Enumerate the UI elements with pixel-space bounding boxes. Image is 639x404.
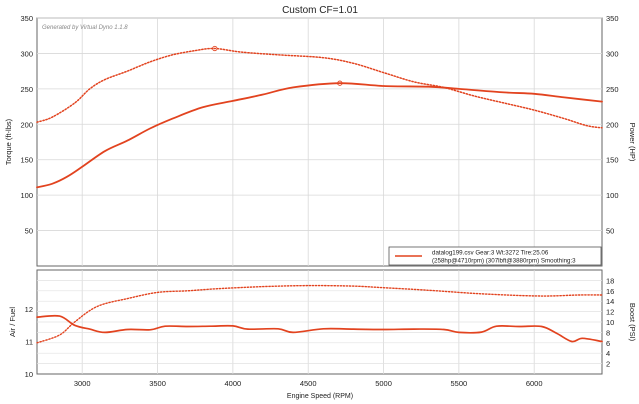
boost-axis-label: Boost (PSI)	[628, 303, 637, 342]
power-tick-50: 50	[606, 227, 614, 236]
torque-tick-350: 350	[20, 14, 33, 23]
torque-tick-250: 250	[20, 85, 33, 94]
power-tick-300: 300	[606, 49, 619, 58]
watermark: Generated by Virtual Dyno 1.1.8	[42, 25, 128, 31]
boost-tick-18: 18	[606, 276, 614, 285]
torque-series-line	[36, 47, 603, 129]
boost-tick-4: 4	[606, 349, 610, 358]
power-axis-label: Power (HP)	[628, 123, 637, 162]
rpm-tick-6000: 6000	[526, 379, 543, 388]
torque-axis-label: Torque (ft-lbs)	[4, 118, 13, 165]
chart-title: Custom CF=1.01	[282, 5, 358, 16]
air-fuel-tick-10: 10	[25, 370, 33, 379]
boost-tick-2: 2	[606, 360, 610, 369]
torque-tick-150: 150	[20, 156, 33, 165]
air-fuel-tick-11: 11	[25, 338, 33, 347]
legend-box	[388, 246, 602, 266]
torque-tick-300: 300	[20, 49, 33, 58]
x-axis-label: Engine Speed (RPM)	[287, 393, 353, 400]
boost-tick-6: 6	[606, 339, 610, 348]
rpm-tick-4000: 4000	[225, 379, 242, 388]
torque-tick-100: 100	[20, 191, 33, 200]
power-series-line	[36, 82, 603, 189]
torque-tick-200: 200	[20, 120, 33, 129]
top-plot-frame	[36, 17, 603, 267]
legend-line-1: datalog199.csv Gear:3 Wt:3272 Tire:25.06	[432, 250, 549, 257]
top-y-ticks-right: 50 100 150 200 250 300 350	[606, 14, 619, 236]
top-grid	[37, 17, 602, 266]
legend-line-2: (258hp@4710rpm) (307lbft@3880rpm) Smooth…	[432, 258, 576, 265]
rpm-tick-5500: 5500	[451, 379, 468, 388]
torque-peak-marker	[212, 45, 218, 52]
boost-tick-14: 14	[606, 297, 614, 306]
bottom-y-ticks-left: 10 11 12	[25, 305, 33, 379]
top-series	[36, 45, 603, 189]
air-fuel-series-line	[36, 314, 603, 343]
power-tick-350: 350	[606, 14, 619, 23]
boost-tick-10: 10	[606, 318, 614, 327]
torque-tick-50: 50	[25, 227, 33, 236]
legend: datalog199.csv Gear:3 Wt:3272 Tire:25.06…	[388, 246, 602, 266]
boost-series-line	[36, 284, 603, 344]
top-panel: Generated by Virtual Dyno 1.1.8 50 100 150…	[4, 14, 637, 267]
bottom-grid	[37, 270, 602, 374]
rpm-tick-3000: 3000	[74, 379, 91, 388]
top-y-ticks-left: 50 100 150 200 250 300 350	[20, 14, 33, 236]
boost-tick-16: 16	[606, 287, 614, 296]
x-ticks: 3000 3500 4000 4500 5000 5500 6000	[74, 379, 543, 388]
boost-tick-8: 8	[606, 328, 610, 337]
power-peak-marker	[337, 80, 343, 86]
air-fuel-axis-label: Air / Fuel	[8, 307, 17, 337]
power-tick-250: 250	[606, 85, 619, 94]
power-tick-150: 150	[606, 156, 619, 165]
air-fuel-tick-12: 12	[25, 305, 33, 314]
rpm-tick-4500: 4500	[300, 379, 317, 388]
boost-tick-12: 12	[606, 308, 614, 317]
rpm-tick-5000: 5000	[375, 379, 392, 388]
power-tick-100: 100	[606, 191, 619, 200]
bottom-series	[36, 284, 603, 344]
power-tick-200: 200	[606, 120, 619, 129]
rpm-tick-3500: 3500	[149, 379, 166, 388]
